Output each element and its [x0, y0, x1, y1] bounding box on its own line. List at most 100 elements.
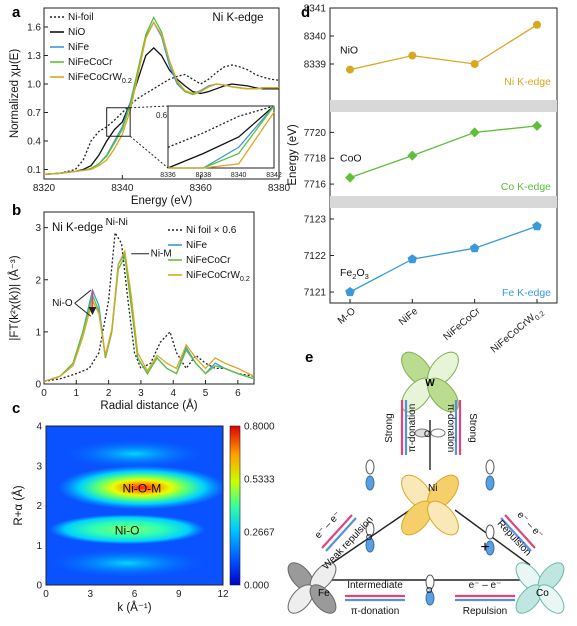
x-tick-label: 1: [74, 388, 80, 399]
reference-label-2: Fe2O3: [340, 267, 369, 281]
annotation-ni-m: Ni-M: [151, 248, 172, 259]
label-strong-right: Strong: [467, 413, 478, 442]
plot-frame: [329, 7, 558, 304]
inset-x-tick-label: 8342: [266, 172, 282, 179]
bond-ni-fe: [321, 509, 411, 571]
chart-d: 8339 8340 8341 Ni K-edge NiO 7716 7718 7720 Co K…: [287, 4, 558, 357]
legend-label-2: NiFe: [68, 42, 90, 53]
annotation-ni-o: Ni-O: [52, 298, 73, 309]
series-line-0: [43, 230, 255, 383]
series-line-4: [43, 20, 279, 175]
ni-orbital: Ni: [401, 474, 459, 536]
x-tick-label: 8320: [33, 183, 56, 194]
diagram-e: W O Ni Fe Co: [287, 351, 565, 617]
heatmap-label-0: Ni-O-M: [123, 482, 162, 496]
chart-a-title: Ni K-edge: [212, 12, 263, 24]
plot-frame: [43, 7, 280, 180]
axis-break-2: [330, 196, 557, 208]
chart-a: 8320 8340 8360 8380 0.1 0.4 0.7 1.0 1.3 1.6 Energy…: [9, 7, 291, 207]
y-axis-label: |FT(k²χ(k))| (Å⁻³): [8, 255, 21, 340]
x-tick-label: 8380: [268, 183, 291, 194]
inset-x-tick-label: 8336: [160, 172, 176, 179]
fe-orbital: Fe: [287, 562, 337, 614]
data-point: [408, 51, 417, 60]
o-orbital-bottom: O: [425, 574, 435, 606]
y-axis-label: R+α (Å): [12, 485, 25, 525]
atom-o-bottom: O: [426, 586, 432, 595]
data-point: [407, 254, 418, 264]
y-tick-label: 1.3: [27, 51, 41, 62]
zoom-box: [106, 107, 131, 137]
data-point: [533, 20, 541, 29]
inset-link-bottom: [129, 135, 169, 169]
x-axis-label: k (Å⁻¹): [117, 601, 151, 614]
data-point: [532, 120, 542, 131]
x-tick-label: 6: [235, 388, 241, 399]
x-tick-label: 3: [138, 388, 144, 399]
legend-label-1: NiFe: [186, 240, 208, 251]
label-pi-right: π-donation: [445, 404, 456, 453]
heatmap-blob-upper: [64, 439, 205, 468]
legend-label-4: NiFeCoCrW0.2: [68, 72, 132, 85]
y-tick-label: 8341: [304, 4, 327, 15]
o-orbital-upper-right: [485, 459, 495, 491]
inset-x-tick-label: 8340: [231, 172, 247, 179]
series-line-0: [43, 64, 280, 175]
label-ee-bottom: e⁻ – e⁻: [469, 580, 502, 591]
data-point: [469, 243, 480, 253]
y-axis-label: Normalized χμ(E): [9, 49, 21, 139]
panel-label-a: a: [12, 4, 21, 21]
legend-label-0: Ni foil × 0.6: [186, 225, 237, 236]
chart-b-title: Ni K-edge: [52, 222, 103, 234]
x-tick-label: 6: [132, 589, 138, 600]
x-axis-label: Radial distance (Å): [100, 399, 197, 412]
y-tick-label: 1: [35, 327, 41, 338]
inset-y-tick-label: 0.6: [156, 111, 168, 120]
atom-o-top: O: [424, 429, 431, 439]
series-line-1: [43, 46, 279, 175]
label-pi-bottom: π-donation: [351, 606, 400, 617]
colorbar-tick-label: 0.8000: [244, 422, 275, 433]
atom-co-label: Co: [536, 588, 549, 599]
colorbar: [229, 425, 241, 586]
label-repulsion-bottom: Repulsion: [463, 606, 507, 617]
annotation-ni-ni: Ni-Ni: [106, 217, 128, 228]
co-orbital: Co: [515, 562, 565, 614]
axis-break-1: [330, 100, 557, 112]
y-tick-label: 7716: [304, 180, 327, 191]
o-orbital-left: O: [365, 521, 375, 553]
heatmap-blob-lower: [49, 549, 206, 578]
y-tick-label: 2: [35, 275, 41, 286]
x-tick-label: 9: [176, 589, 182, 600]
y-tick-label: 7122: [304, 251, 327, 262]
heatmap-frame: [45, 425, 224, 586]
y-tick-label: 1: [36, 541, 42, 552]
y-tick-label: 3: [36, 461, 42, 472]
y-tick-label: 8340: [304, 32, 327, 43]
subplot-name-0: Ni K-edge: [504, 76, 551, 88]
atom-w-label: W: [425, 378, 435, 389]
y-tick-label: 7718: [304, 154, 327, 165]
annotation-ni-o-leader-a: [74, 289, 92, 304]
y-tick-label: 0.7: [27, 108, 41, 119]
y-tick-label: 8339: [304, 60, 327, 71]
data-point: [345, 287, 355, 297]
inset-link-top: [130, 105, 169, 109]
label-strong-left: Strong: [384, 413, 395, 442]
label-intermediate: Intermediate: [347, 580, 403, 591]
label-pi-left: π-donation: [407, 404, 418, 453]
x-axis-label: Energy (eV): [131, 195, 193, 207]
data-point: [469, 127, 480, 138]
x-tick-label: NiFeCoCrW0.2: [489, 306, 546, 357]
inset-x-tick-label: 8338: [196, 172, 212, 179]
y-tick-label: 0.1: [27, 165, 41, 176]
x-tick-label: 8360: [190, 183, 213, 194]
legend-label-3: NiFeCoCrW0.2: [186, 270, 250, 283]
heatmap-label-1: Ni-O: [115, 523, 140, 537]
inset-series-0: [167, 105, 275, 148]
x-tick-label: 0: [41, 388, 47, 399]
y-tick-label: 0: [36, 581, 42, 592]
atom-fe-label: Fe: [318, 588, 330, 599]
legend-label-0: Ni-foil: [68, 12, 94, 23]
